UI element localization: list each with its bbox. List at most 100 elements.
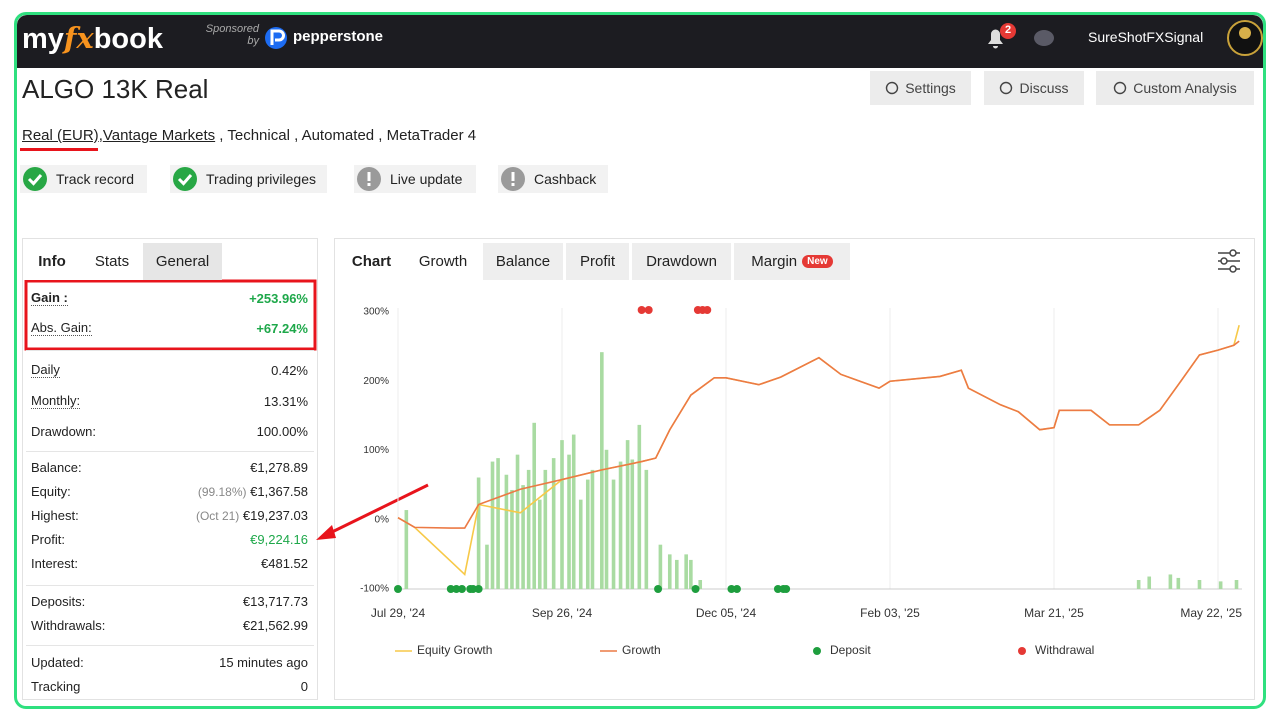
stat-row: Drawdown: 100.00% (31, 422, 308, 440)
event-marker (452, 585, 461, 593)
notification-count[interactable]: 2 (1004, 24, 1012, 36)
daily-bar (571, 434, 576, 589)
daily-bar (526, 469, 531, 589)
daily-bar (504, 474, 509, 589)
daily-bar (618, 461, 623, 589)
stat-row: Withdrawals: €21,562.99 (31, 616, 308, 634)
stat-value-wrap: €1,278.89 (250, 460, 308, 475)
sponsored-text: by (247, 35, 259, 47)
header-button[interactable]: Settings (870, 71, 971, 105)
daily-bar (543, 469, 548, 589)
event-marker (782, 585, 791, 593)
button-icon (1114, 81, 1127, 95)
y-tick-label: -100% (360, 584, 389, 595)
daily-bar (476, 477, 481, 589)
button-icon (1000, 81, 1013, 95)
warning-icon (357, 167, 381, 191)
status-badge: Live update (354, 165, 476, 193)
legend-swatch (1018, 647, 1026, 655)
chart-tab[interactable]: Growth (404, 243, 482, 280)
check-icon (173, 167, 197, 191)
daily-bar (532, 422, 537, 589)
stat-label: Balance: (31, 459, 82, 475)
daily-bar (698, 579, 703, 589)
y-tick-label: 0% (375, 514, 390, 525)
header-button[interactable]: Custom Analysis (1096, 71, 1254, 105)
daily-bar (537, 499, 542, 589)
stat-label: Withdrawals: (31, 617, 106, 633)
chart-tab-label: Drawdown (646, 253, 717, 270)
tag-text: , Technical , Automated , MetaTrader 4 (215, 127, 477, 144)
daily-bar (630, 459, 635, 589)
account-title: ALGO 13K Real (22, 74, 209, 104)
x-tick-label: Mar 21, '25 (1024, 606, 1084, 620)
stat-value: €13,717.73 (242, 593, 308, 609)
logo[interactable]: myfxbook (22, 21, 163, 56)
stat-value-wrap: +253.96% (249, 291, 308, 306)
stat-value-wrap: €21,562.99 (243, 618, 308, 633)
x-tick-label: Dec 05, '24 (696, 606, 757, 620)
chart-tab[interactable]: Chart (340, 243, 403, 280)
stat-value: 15 minutes ago (219, 654, 308, 670)
daily-bar (644, 469, 649, 589)
stat-value-wrap: €13,717.73 (243, 594, 308, 609)
daily-bar (1197, 579, 1202, 589)
stat-value: €19,237.03 (242, 507, 308, 523)
stats-tab[interactable]: Info (23, 243, 81, 280)
daily-bar (604, 449, 609, 589)
daily-bar (585, 479, 590, 589)
chart-tab[interactable]: Margin New (734, 243, 850, 280)
stats-tab[interactable]: General (143, 243, 222, 280)
event-marker (637, 306, 646, 314)
stat-value: €1,278.89 (250, 459, 308, 475)
badge-label: Cashback (534, 171, 597, 187)
stat-value: €481.52 (261, 555, 308, 571)
chart-tab-label: Profit (579, 253, 615, 270)
chart-tab[interactable]: Drawdown (632, 243, 731, 280)
stat-row: Abs. Gain: +67.24% (31, 319, 308, 337)
legend-label: Withdrawal (1035, 643, 1094, 657)
daily-bar (1234, 579, 1239, 589)
chart-panel (334, 238, 1255, 700)
button-label: Discuss (1019, 80, 1069, 96)
stat-row: Profit: €9,224.16 (31, 530, 308, 548)
stat-row: Monthly: 13.31% (31, 392, 308, 410)
chart-tab-label: Margin (751, 253, 798, 270)
event-marker (394, 585, 402, 593)
stat-value-wrap: 0.42% (271, 363, 308, 378)
stat-value: 100.00% (256, 423, 308, 439)
stat-row: Daily 0.42% (31, 361, 308, 379)
event-marker (691, 585, 700, 593)
sponsored-label: Sponsored by (200, 23, 259, 47)
stat-value: €21,562.99 (242, 617, 308, 633)
separator (26, 451, 314, 452)
daily-bar (611, 479, 616, 589)
sponsor-name[interactable]: pepperstone (293, 28, 384, 45)
stats-tab[interactable]: Stats (81, 243, 143, 280)
stat-row: Gain : +253.96% (31, 289, 308, 307)
tag-link[interactable]: Vantage Markets (102, 127, 216, 144)
header-button[interactable]: Discuss (984, 71, 1084, 105)
daily-bar (485, 544, 489, 589)
tag-text: , (98, 127, 103, 144)
chart-tab-label: Growth (418, 253, 468, 270)
y-tick-label: 200% (363, 376, 389, 387)
button-label: Custom Analysis (1133, 80, 1237, 96)
user-name[interactable]: SureShotFXSignal (1088, 29, 1204, 45)
daily-bar (675, 559, 679, 589)
tag-link[interactable]: Real (EUR) (22, 127, 99, 144)
logo-part: book (93, 23, 163, 55)
stat-value-wrap: (99.18%) €1,367.58 (198, 484, 308, 499)
status-badge: Cashback (498, 165, 608, 193)
daily-bar (1136, 579, 1141, 589)
stat-note: (Oct 21) (195, 508, 240, 523)
stat-value-wrap: +67.24% (256, 321, 308, 336)
chart-tab[interactable]: Balance (483, 243, 563, 280)
daily-bar (515, 454, 520, 589)
daily-bar (567, 454, 571, 589)
daily-bar (510, 489, 514, 589)
daily-bar (658, 544, 663, 589)
chart-tab[interactable]: Profit (566, 243, 629, 280)
daily-bar (1168, 574, 1173, 589)
stat-row: Interest: €481.52 (31, 554, 308, 572)
